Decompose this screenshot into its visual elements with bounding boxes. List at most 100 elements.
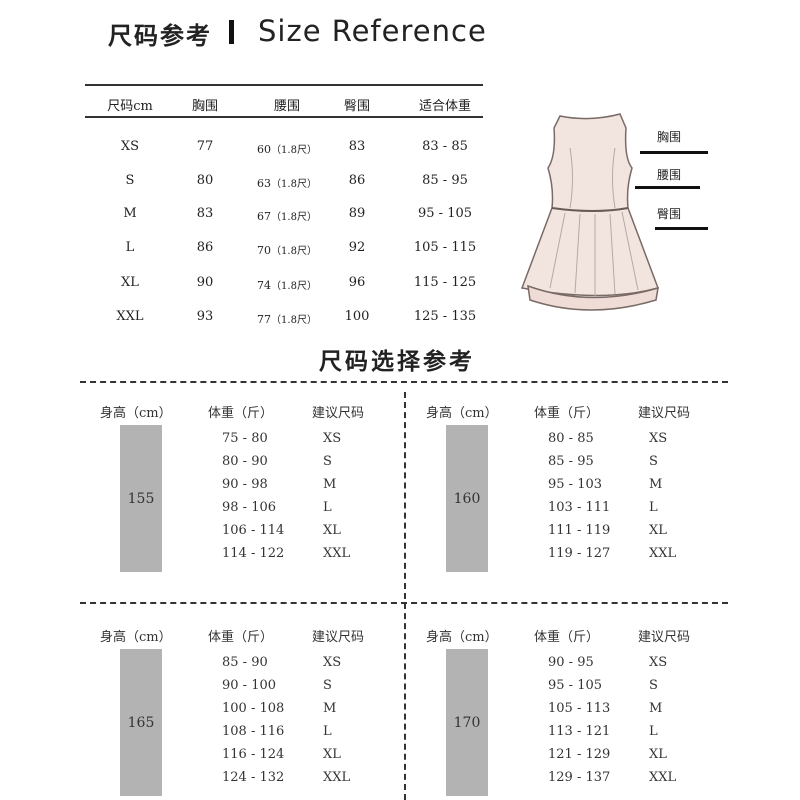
- weight-range: 90 - 95: [548, 655, 594, 670]
- suggested-size: M: [323, 477, 337, 492]
- height-badge: 170: [446, 649, 488, 796]
- dashed-divider-vertical: [404, 392, 406, 800]
- waist-value: 67: [257, 210, 272, 223]
- chest-cell: 90: [196, 275, 214, 290]
- chest-cell: 80: [196, 173, 214, 188]
- waist-chi-value: （1.8尺）: [271, 145, 317, 156]
- chest-cell: 83: [196, 206, 214, 221]
- suggested-size: M: [649, 477, 663, 492]
- waist-label: 腰围: [657, 168, 682, 182]
- weight-range: 85 - 90: [222, 655, 268, 670]
- weight-range: 98 - 106: [222, 500, 277, 515]
- weight-range: 90 - 100: [222, 678, 277, 693]
- chest-label: 胸围: [657, 130, 682, 144]
- waist-chi-value: （1.8尺）: [271, 179, 317, 190]
- suggested-size: XXL: [649, 770, 677, 785]
- suggested-size: S: [649, 454, 658, 469]
- suggested-size: S: [323, 678, 332, 693]
- waist-value: 74: [257, 279, 272, 292]
- suggested-size: M: [649, 701, 663, 716]
- hip-label: 臀围: [657, 207, 682, 221]
- waist-cell: 70（1.8尺）: [257, 242, 317, 257]
- selection-title: 尺码选择参考: [319, 348, 475, 375]
- chest-cell: 93: [196, 309, 214, 324]
- hip-cell: 83: [348, 139, 366, 154]
- title-chinese: 尺码参考: [108, 21, 212, 50]
- waist-value: 60: [257, 143, 272, 156]
- waist-cell: 63（1.8尺）: [257, 175, 317, 190]
- suggested-size: S: [649, 678, 658, 693]
- weight-range: 111 - 119: [548, 523, 611, 538]
- hip-cell: 100: [344, 309, 370, 324]
- size-cell: M: [123, 206, 137, 221]
- title-english: Size Reference: [258, 14, 487, 48]
- waist-line: [635, 186, 700, 189]
- hip-cell: 92: [348, 240, 366, 255]
- hip-cell: 86: [348, 173, 366, 188]
- weight-range: 80 - 85: [548, 431, 594, 446]
- chest-cell: 77: [196, 139, 214, 154]
- table-header-cell: 腰围: [273, 99, 301, 114]
- weight-range-cell: 105 - 115: [413, 240, 477, 255]
- table-header-cell: 胸围: [191, 99, 219, 114]
- weight-range: 116 - 124: [222, 747, 285, 762]
- weight-range: 95 - 103: [548, 477, 603, 492]
- hip-line: [655, 227, 708, 230]
- title-divider: [229, 20, 234, 44]
- weight-range: 108 - 116: [222, 724, 285, 739]
- suggested-size: XXL: [323, 770, 351, 785]
- dashed-divider-top: [80, 381, 728, 383]
- weight-range: 80 - 90: [222, 454, 268, 469]
- selection-header-cell: 身高（cm）: [100, 406, 172, 421]
- weight-range: 113 - 121: [548, 724, 611, 739]
- size-cell: XXL: [116, 309, 144, 324]
- suggested-size: L: [649, 724, 658, 739]
- suggested-size: S: [323, 454, 332, 469]
- selection-header-cell: 建议尺码: [312, 630, 365, 645]
- hip-cell: 96: [348, 275, 366, 290]
- weight-range-cell: 115 - 125: [413, 275, 477, 290]
- weight-range: 119 - 127: [548, 546, 611, 561]
- selection-header-cell: 身高（cm）: [426, 630, 498, 645]
- waist-chi-value: （1.8尺）: [271, 281, 317, 292]
- suggested-size: L: [649, 500, 658, 515]
- table-header-cell: 尺码cm: [107, 99, 153, 114]
- weight-range: 85 - 95: [548, 454, 594, 469]
- selection-header-cell: 体重（斤）: [208, 406, 274, 421]
- selection-header-cell: 体重（斤）: [208, 630, 274, 645]
- height-badge: 155: [120, 425, 162, 572]
- size-cell: XS: [120, 139, 140, 154]
- waist-value: 77: [257, 313, 272, 326]
- waist-cell: 74（1.8尺）: [257, 277, 317, 292]
- size-cell: S: [125, 173, 135, 188]
- chest-cell: 86: [196, 240, 214, 255]
- height-badge: 165: [120, 649, 162, 796]
- waist-chi-value: （1.8尺）: [271, 246, 317, 257]
- size-cell: L: [125, 240, 135, 255]
- table-header-cell: 适合体重: [418, 99, 472, 114]
- suggested-size: XL: [323, 523, 341, 538]
- selection-header-cell: 建议尺码: [312, 406, 365, 421]
- waist-value: 70: [257, 244, 272, 257]
- weight-range: 124 - 132: [222, 770, 285, 785]
- selection-header-cell: 身高（cm）: [100, 630, 172, 645]
- suggested-size: XL: [649, 523, 667, 538]
- suggested-size: M: [323, 701, 337, 716]
- suggested-size: XL: [323, 747, 341, 762]
- weight-range-cell: 125 - 135: [413, 309, 477, 324]
- waist-cell: 67（1.8尺）: [257, 208, 317, 223]
- suggested-size: XS: [649, 655, 668, 670]
- weight-range-cell: 85 - 95: [422, 173, 468, 188]
- weight-range: 90 - 98: [222, 477, 268, 492]
- height-group-155: 身高（cm） 体重（斤） 建议尺码 155 75 - 80 XS 80 - 90 S 90 - …: [80, 402, 400, 602]
- table-header-cell: 臀围: [343, 99, 371, 114]
- suggested-size: XXL: [649, 546, 677, 561]
- weight-range: 105 - 113: [548, 701, 611, 716]
- waist-chi-value: （1.8尺）: [271, 315, 317, 326]
- waist-cell: 77（1.8尺）: [257, 311, 317, 326]
- dress-illustration: [520, 113, 659, 311]
- selection-header-cell: 建议尺码: [638, 406, 691, 421]
- weight-range: 100 - 108: [222, 701, 285, 716]
- weight-range: 129 - 137: [548, 770, 611, 785]
